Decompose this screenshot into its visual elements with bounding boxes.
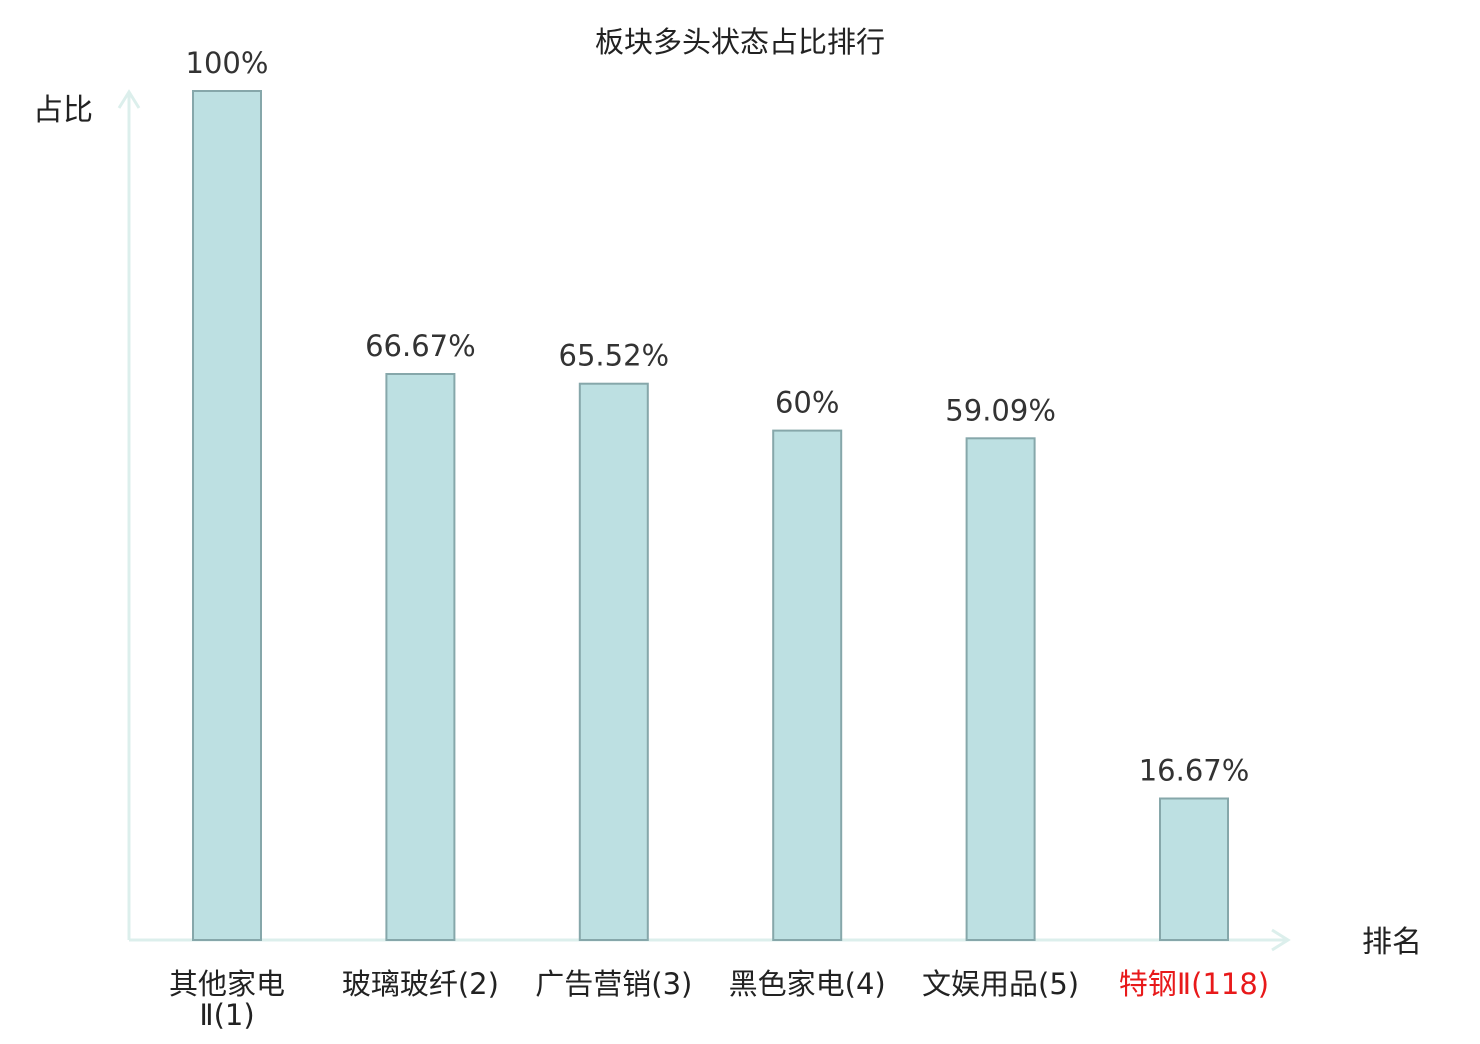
value-labels: 100% 66.67% 65.52% 60% 59.09% 16.67% xyxy=(186,46,1250,788)
category-label: 黑色家电(4) xyxy=(729,967,886,1001)
bars xyxy=(192,90,1229,941)
axes xyxy=(117,89,1291,952)
chart-title: 板块多头状态占比排行 xyxy=(595,25,885,59)
bar xyxy=(578,382,649,941)
category-label: 玻璃玻纤(2) xyxy=(342,967,499,1001)
x-axis-label: 排名 xyxy=(1362,925,1422,960)
category-label-line: 其他家电 xyxy=(169,967,285,1001)
bar xyxy=(1159,797,1229,941)
category-label: 其他家电 Ⅱ(1) xyxy=(169,967,285,1032)
category-labels: 其他家电 Ⅱ(1) 玻璃玻纤(2) 广告营销(3) 黑色家电(4) 文娱用品(5) 特钢Ⅱ(… xyxy=(169,967,1269,1032)
y-axis-arrow-icon xyxy=(117,89,141,109)
category-label: 特钢Ⅱ(118) xyxy=(1119,967,1269,1001)
category-label: 文娱用品(5) xyxy=(922,967,1079,1001)
bar xyxy=(192,90,262,941)
category-label: 广告营销(3) xyxy=(535,967,692,1001)
bar-value-label: 66.67% xyxy=(365,329,476,363)
bar xyxy=(772,429,843,941)
category-label-line: 玻璃玻纤(2) xyxy=(342,967,499,1001)
y-axis-label: 占比 xyxy=(33,93,93,128)
bar-value-label: 59.09% xyxy=(945,393,1056,427)
bar-value-label: 60% xyxy=(775,386,839,420)
category-label-line: 特钢Ⅱ(118) xyxy=(1119,967,1269,1001)
category-label-line: 广告营销(3) xyxy=(535,967,692,1001)
bar xyxy=(965,437,1036,941)
bar-value-label: 16.67% xyxy=(1139,754,1250,788)
category-label-line: 文娱用品(5) xyxy=(922,967,1079,1001)
category-label-line: Ⅱ(1) xyxy=(199,998,254,1032)
category-label-line: 黑色家电(4) xyxy=(729,967,886,1001)
bar xyxy=(385,373,456,941)
x-axis-arrow-icon xyxy=(1271,928,1291,952)
bar-value-label: 65.52% xyxy=(559,339,670,373)
bar-value-label: 100% xyxy=(186,46,269,80)
